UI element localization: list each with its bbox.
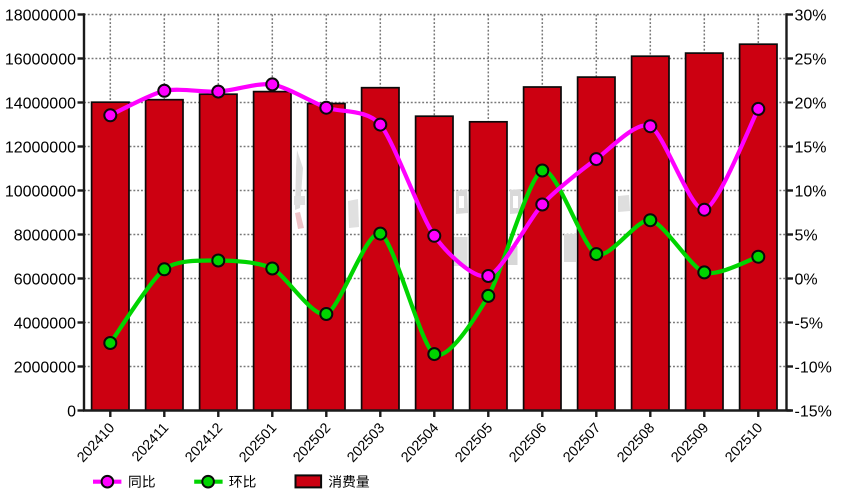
svg-text:18000000: 18000000 [5,7,76,24]
svg-text:5%: 5% [795,227,818,244]
svg-text:12000000: 12000000 [5,139,76,156]
svg-text:-5%: -5% [795,315,823,332]
svg-text:16000000: 16000000 [5,51,76,68]
svg-text:10000000: 10000000 [5,183,76,200]
svg-text:10%: 10% [795,183,827,200]
svg-text:25%: 25% [795,51,827,68]
svg-text:2000000: 2000000 [14,359,76,376]
svg-text:6000000: 6000000 [14,271,76,288]
svg-text:15%: 15% [795,139,827,156]
svg-text:-10%: -10% [795,359,832,376]
svg-text:4000000: 4000000 [14,315,76,332]
svg-text:8000000: 8000000 [14,227,76,244]
svg-text:30%: 30% [795,7,827,24]
svg-text:14000000: 14000000 [5,95,76,112]
svg-text:0%: 0% [795,271,818,288]
svg-text:-15%: -15% [795,403,832,420]
svg-text:20%: 20% [795,95,827,112]
svg-text:0: 0 [67,403,76,420]
